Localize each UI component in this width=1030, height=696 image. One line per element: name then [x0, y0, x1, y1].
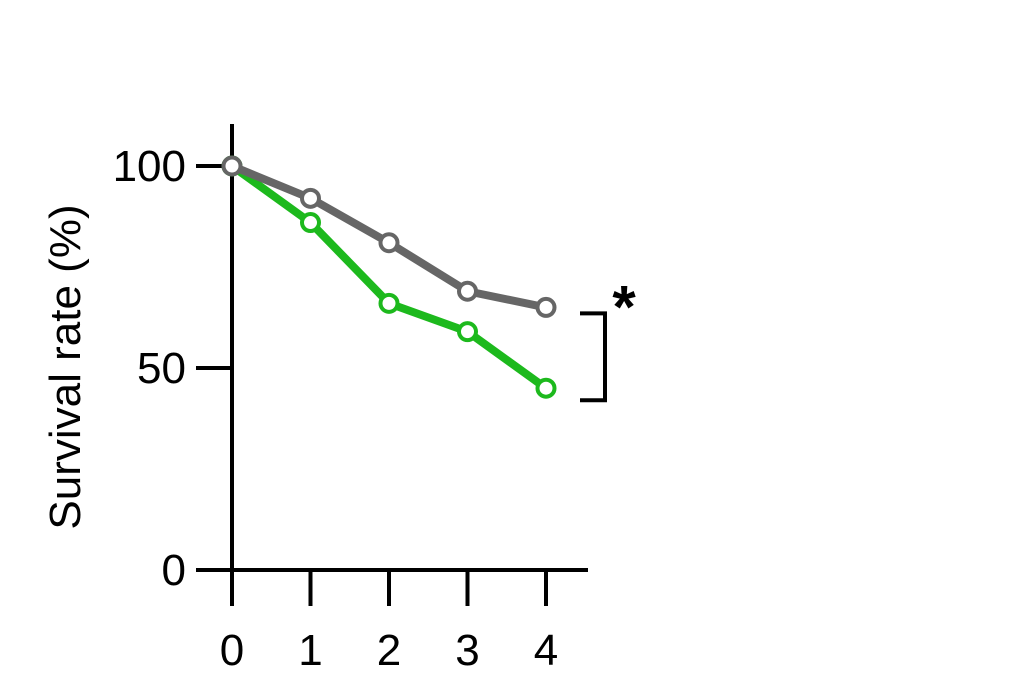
y-tick-label: 100: [113, 142, 186, 191]
data-point: [535, 377, 557, 399]
x-tick-label: 1: [298, 626, 322, 675]
x-tick-label: 3: [455, 626, 479, 675]
axes: [196, 124, 588, 572]
x-tick-label: 4: [534, 626, 558, 675]
data-point: [535, 296, 557, 318]
ticks: 0 50 100 0 1 2 3 4: [113, 142, 559, 675]
data-point: [378, 232, 400, 254]
y-tick-label: 50: [137, 344, 186, 393]
series-layer: [221, 155, 557, 399]
x-tick-label: 0: [220, 626, 244, 675]
significance-layer: *: [580, 273, 636, 403]
data-point: [300, 187, 321, 209]
data-point: [221, 155, 243, 177]
y-tick-label: 0: [162, 546, 186, 595]
significance-label: *: [612, 273, 636, 340]
data-point: [300, 212, 321, 234]
data-point: [378, 292, 400, 314]
data-point: [457, 321, 478, 343]
data-point: [457, 280, 478, 302]
x-tick-label: 2: [377, 626, 401, 675]
significance-bracket: [580, 311, 607, 403]
series-grey: [221, 155, 557, 318]
series-green: [221, 155, 557, 399]
series-line: [228, 162, 550, 393]
y-axis-label: Survival rate (%): [41, 204, 90, 529]
